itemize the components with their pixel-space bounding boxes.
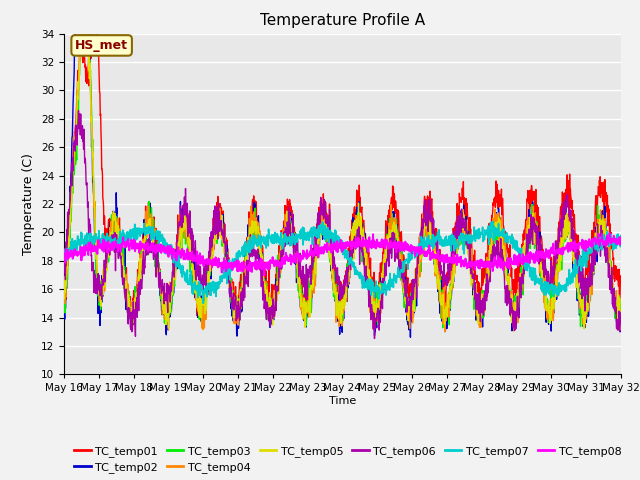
Legend: TC_temp01, TC_temp02, TC_temp03, TC_temp04, TC_temp05, TC_temp06, TC_temp07, TC_: TC_temp01, TC_temp02, TC_temp03, TC_temp… — [70, 441, 626, 478]
X-axis label: Time: Time — [329, 396, 356, 406]
Y-axis label: Temperature (C): Temperature (C) — [22, 153, 35, 255]
Text: HS_met: HS_met — [75, 39, 128, 52]
Title: Temperature Profile A: Temperature Profile A — [260, 13, 425, 28]
